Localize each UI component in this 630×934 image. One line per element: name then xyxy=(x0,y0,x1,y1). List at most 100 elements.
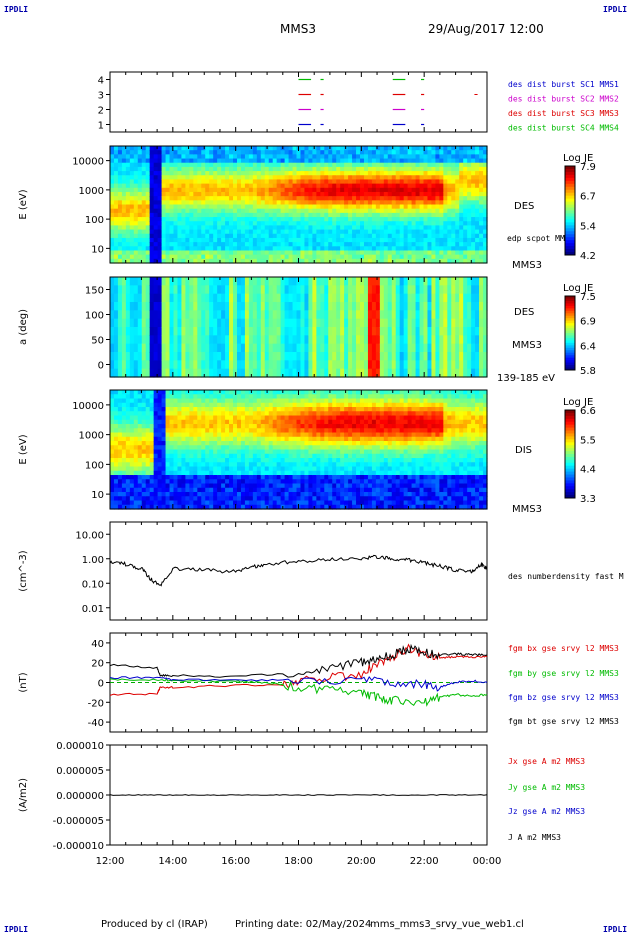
des-energy-spectrogram-cell xyxy=(236,187,242,193)
dis-energy-spectrogram-cell xyxy=(149,475,155,480)
des-energy-spectrogram-cell xyxy=(419,183,425,189)
des-energy-spectrogram-cell xyxy=(117,175,123,181)
des-energy-spectrogram-cell xyxy=(248,154,254,160)
des-energy-spectrogram-cell xyxy=(463,212,468,218)
dis-energy-spectrogram-cell xyxy=(110,402,115,408)
des-energy-spectrogram-cell xyxy=(125,204,131,210)
des-energy-spectrogram-cell xyxy=(260,196,266,201)
des-energy-spectrogram-cell xyxy=(157,217,163,222)
des-energy-spectrogram-cell xyxy=(233,158,238,164)
dis-energy-spectrogram-cell xyxy=(121,453,127,459)
dis-energy-spectrogram-cell xyxy=(121,424,127,429)
des-energy-spectrogram-cell xyxy=(431,237,437,243)
des-energy-spectrogram-cell xyxy=(217,179,222,185)
des-pitch-spectrogram-cell xyxy=(360,368,365,378)
des-energy-spectrogram-cell xyxy=(264,158,270,164)
des-energy-spectrogram-cell xyxy=(248,166,254,172)
des-energy-spectrogram-cell xyxy=(252,250,258,256)
des-pitch-spectrogram-cell xyxy=(443,368,448,378)
des-pitch-spectrogram-cell xyxy=(479,293,484,303)
des-energy-spectrogram-cell xyxy=(240,158,246,164)
des-energy-spectrogram-cell xyxy=(225,187,230,193)
des-pitch-spectrogram-cell xyxy=(185,318,190,328)
des-energy-spectrogram-cell xyxy=(340,204,345,210)
dis-energy-spectrogram-cell xyxy=(125,470,131,476)
dis-energy-spectrogram-cell xyxy=(209,496,214,502)
des-energy-spectrogram-cell xyxy=(165,246,171,252)
des-pitch-spectrogram-cell xyxy=(165,368,171,378)
des-energy-spectrogram-cell xyxy=(133,221,139,226)
des-energy-spectrogram-cell xyxy=(427,242,433,247)
des-pitch-spectrogram-cell xyxy=(340,302,345,311)
des-energy-spectrogram-cell xyxy=(221,154,226,160)
des-energy-spectrogram-cell xyxy=(260,162,266,168)
des-energy-spectrogram-cell xyxy=(201,204,206,210)
des-energy-spectrogram-cell xyxy=(443,233,448,239)
des-energy-spectrogram-cell xyxy=(193,258,198,264)
des-energy-spectrogram-cell xyxy=(244,208,250,214)
des-pitch-spectrogram-cell xyxy=(431,318,437,328)
des-energy-spectrogram-cell xyxy=(455,208,460,214)
des-pitch-spectrogram-cell xyxy=(328,352,333,361)
des-pitch-spectrogram-cell xyxy=(415,302,421,311)
des-energy-spectrogram-cell xyxy=(288,166,294,172)
des-energy-spectrogram-cell xyxy=(145,208,151,214)
dis-energy-spectrogram-cell xyxy=(161,462,167,468)
des-energy-spectrogram-cell xyxy=(113,162,119,168)
des-energy-spectrogram-cell xyxy=(475,196,480,201)
des-pitch-spectrogram-cell xyxy=(260,277,266,286)
des-pitch-spectrogram-cell xyxy=(268,368,274,378)
des-pitch-spectrogram-cell xyxy=(280,310,286,320)
des-energy-spectrogram-cell xyxy=(403,258,409,264)
des-energy-spectrogram-cell xyxy=(463,242,468,247)
des-energy-spectrogram-cell xyxy=(439,258,444,264)
des-energy-spectrogram-cell xyxy=(467,146,472,151)
des-energy-spectrogram-cell xyxy=(391,242,397,247)
des-pitch-spectrogram-cell xyxy=(169,327,175,336)
des-energy-spectrogram-cell xyxy=(375,237,381,243)
des-energy-spectrogram-cell xyxy=(110,221,115,226)
des-energy-spectrogram-cell xyxy=(284,254,290,260)
des-energy-spectrogram-cell xyxy=(344,200,349,206)
des-pitch-spectrogram-cell xyxy=(391,360,397,370)
des-pitch-spectrogram-cell xyxy=(284,368,290,378)
des-pitch-spectrogram-cell xyxy=(320,277,325,286)
des-energy-spectrogram-cell xyxy=(459,237,464,243)
des-pitch-spectrogram-cell xyxy=(117,293,123,303)
des-pitch-spectrogram-cell xyxy=(479,318,484,328)
des-energy-spectrogram-cell xyxy=(367,258,373,264)
dis-energy-spectrogram-cell xyxy=(153,475,159,480)
dis-energy-spectrogram-cell xyxy=(149,449,155,455)
des-energy-spectrogram-cell xyxy=(352,187,357,193)
dis-energy-spectrogram-cell xyxy=(137,432,143,438)
dis-energy-spectrogram-cell xyxy=(197,466,202,472)
des-energy-spectrogram-cell xyxy=(352,254,357,260)
des-energy-spectrogram-cell xyxy=(240,212,246,218)
dis-energy-spectrogram-cell xyxy=(110,415,115,421)
des-energy-spectrogram-cell xyxy=(431,221,437,226)
dis-energy-spectrogram-cell xyxy=(153,407,159,412)
des-pitch-spectrogram-cell xyxy=(141,360,147,370)
des-pitch-spectrogram-cell xyxy=(229,352,234,361)
des-energy-spectrogram-cell xyxy=(344,258,349,264)
des-pitch-colorbar-cell xyxy=(565,325,575,329)
des-pitch-spectrogram-cell xyxy=(201,335,206,345)
des-energy-spectrogram-cell xyxy=(304,200,310,206)
des-energy-spectrogram-cell xyxy=(244,200,250,206)
dis-energy-spectrogram-cell xyxy=(145,453,151,459)
des-energy-spectrogram-cell xyxy=(395,200,401,206)
des-energy-spectrogram-cell xyxy=(296,196,302,201)
des-energy-spectrogram-cell xyxy=(288,158,294,164)
dis-energy-spectrogram-cell xyxy=(121,492,127,497)
des-pitch-spectrogram-cell xyxy=(471,335,476,345)
des-energy-spectrogram-cell xyxy=(181,258,186,264)
des-energy-spectrogram-cell xyxy=(201,212,206,218)
des-energy-spectrogram-cell xyxy=(431,217,437,222)
des-energy-spectrogram-cell xyxy=(268,171,274,176)
dis-energy-spectrogram-cell xyxy=(221,398,226,404)
dis-energy-spectrogram-cell xyxy=(110,496,115,502)
des-pitch-spectrogram-cell xyxy=(165,285,171,295)
des-energy-spectrogram-cell xyxy=(288,191,294,197)
des-pitch-spectrogram-cell xyxy=(352,343,357,353)
des-energy-spectrogram-cell xyxy=(197,162,202,168)
